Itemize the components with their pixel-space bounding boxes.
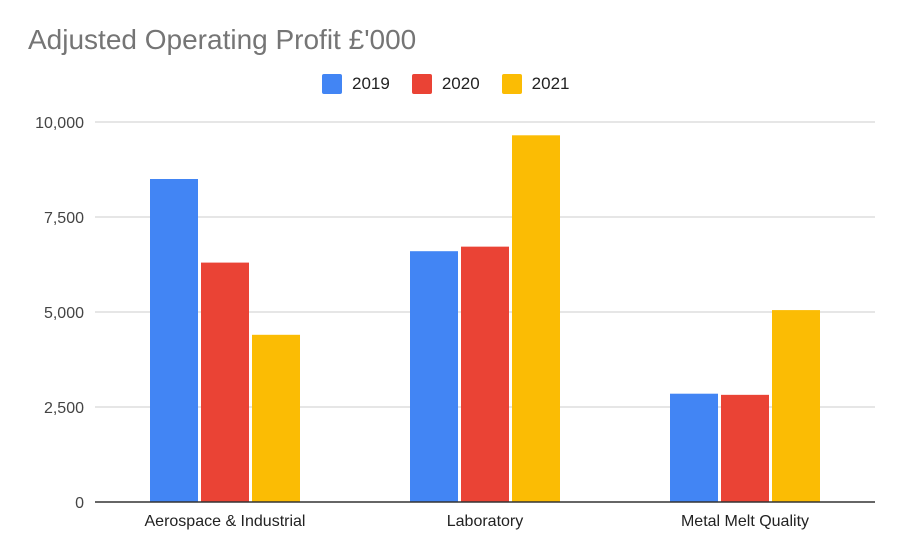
bar-2021-0 xyxy=(252,334,300,502)
legend-item-2020: 2020 xyxy=(411,74,480,94)
bar-2020-0 xyxy=(201,262,249,502)
x-tick-label-0: Aerospace & Industrial xyxy=(145,513,306,530)
legend-swatch-2021 xyxy=(501,74,522,94)
legend-item-2019: 2019 xyxy=(322,74,390,94)
bar-2021-1 xyxy=(512,135,560,503)
bar-2020-1 xyxy=(461,246,509,502)
y-tick-label-3: 7,500 xyxy=(44,210,84,227)
legend-swatch-2019 xyxy=(322,74,342,94)
x-tick-label-1: Laboratory xyxy=(447,513,524,530)
legend: 2019 2020 2021 xyxy=(322,74,569,94)
bar-2019-2 xyxy=(670,393,718,502)
legend-label-2020: 2020 xyxy=(441,74,480,93)
legend-label-2019: 2019 xyxy=(352,74,390,93)
bar-2019-1 xyxy=(410,251,458,502)
legend-label-2021: 2021 xyxy=(531,74,570,93)
y-tick-label-1: 2,500 xyxy=(44,400,84,417)
bar-2020-2 xyxy=(721,394,769,502)
x-tick-label-2: Metal Melt Quality xyxy=(681,513,809,530)
bar-2021-2 xyxy=(772,310,820,502)
bar-2019-0 xyxy=(150,179,198,502)
y-tick-label-4: 10,000 xyxy=(35,115,84,132)
y-tick-label-0: 0 xyxy=(75,495,84,512)
chart-title: Adjusted Operating Profit £'000 xyxy=(28,24,417,55)
y-tick-label-2: 5,000 xyxy=(44,305,84,322)
legend-swatch-2020 xyxy=(411,74,432,94)
legend-item-2021: 2021 xyxy=(501,74,570,94)
